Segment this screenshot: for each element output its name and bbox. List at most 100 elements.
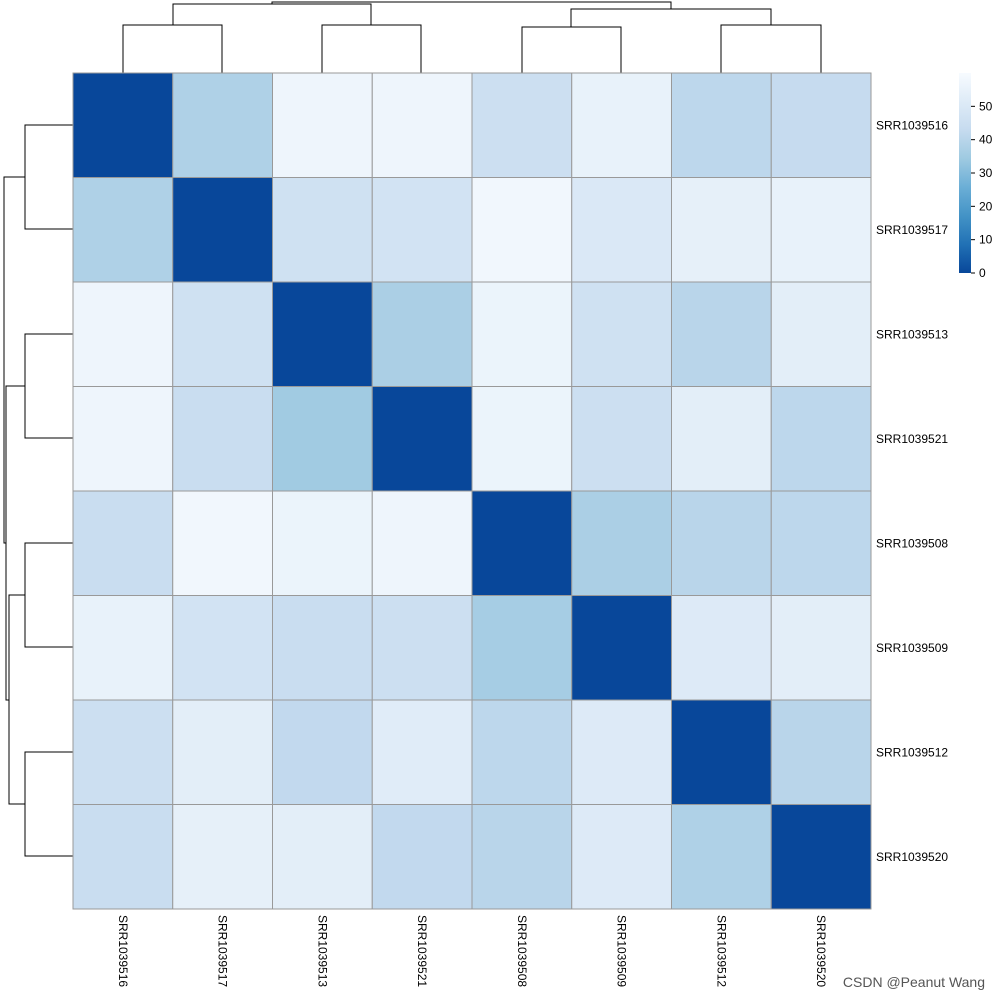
heatmap-cell: [671, 804, 772, 910]
heatmap-cell: [671, 386, 772, 492]
heatmap-cell: [371, 699, 473, 805]
heatmap-cell: [371, 490, 473, 596]
row-dendrogram: [3, 124, 73, 857]
heatmap-cell: [272, 595, 373, 701]
heatmap-cell: [172, 804, 273, 910]
heatmap-cells: [72, 72, 872, 910]
col-dendro-link: [172, 3, 372, 25]
row-label: SRR1039516: [876, 118, 948, 132]
heatmap-cell: [471, 386, 573, 492]
column-label: SRR1039513: [315, 915, 329, 987]
row-label: SRR1039517: [876, 223, 948, 237]
heatmap-cell: [770, 281, 872, 387]
heatmap-cell: [172, 281, 273, 387]
column-label: SRR1039520: [814, 915, 828, 987]
colorbar-tick-label: 40: [979, 133, 993, 147]
color-legend: 0 10 20 30 40 50: [959, 73, 993, 280]
heatmap-cell: [371, 595, 473, 701]
colorbar: [959, 73, 971, 273]
heatmap-cell: [571, 72, 672, 178]
heatmap-cell: [671, 281, 772, 387]
heatmap-cell: [272, 72, 373, 178]
col-dendro-link: [271, 1, 672, 9]
row-dendro-link: [24, 124, 73, 230]
heatmap-cell: [72, 490, 174, 596]
row-label: SRR1039520: [876, 850, 948, 864]
heatmap-cell: [371, 281, 473, 387]
heatmap-cell: [770, 177, 872, 283]
colorbar-tick-label: 20: [979, 199, 993, 213]
column-label: SRR1039512: [714, 915, 728, 987]
heatmap-cell: [770, 804, 872, 910]
heatmap-cell: [571, 804, 672, 910]
row-label: SRR1039512: [876, 745, 948, 759]
heatmap-cell: [671, 72, 772, 178]
heatmap-cell: [471, 177, 573, 283]
column-label: SRR1039517: [216, 915, 230, 987]
heatmap-cell: [671, 595, 772, 701]
heatmap-cell: [72, 386, 174, 492]
heatmap-cell: [172, 72, 273, 178]
heatmap-cell: [471, 281, 573, 387]
heatmap-cell: [172, 595, 273, 701]
heatmap-cell: [471, 72, 573, 178]
colorbar-tick-label: 50: [979, 99, 993, 113]
row-label: SRR1039513: [876, 327, 948, 341]
heatmap-cell: [671, 490, 772, 596]
heatmap-cell: [471, 595, 573, 701]
heatmap-cell: [72, 281, 174, 387]
heatmap-cell: [371, 177, 473, 283]
col-dendro-link: [321, 24, 422, 73]
heatmap-cell: [172, 177, 273, 283]
row-dendro-link: [24, 333, 73, 439]
heatmap-cell: [471, 804, 573, 910]
heatmap-cell: [172, 699, 273, 805]
heatmap-cell: [471, 699, 573, 805]
heatmap-cell: [172, 386, 273, 492]
heatmap-cell: [671, 177, 772, 283]
heatmap-cell: [571, 699, 672, 805]
heatmap-cell: [671, 699, 772, 805]
row-dendro-link: [24, 751, 73, 857]
col-dendro-link: [521, 26, 622, 73]
heatmap-cell: [571, 386, 672, 492]
column-label: SRR1039509: [615, 915, 629, 987]
heatmap-cell: [72, 177, 174, 283]
column-label: SRR1039516: [116, 915, 130, 987]
heatmap-cell: [272, 490, 373, 596]
heatmap-cell: [571, 595, 672, 701]
colorbar-tick-label: 0: [979, 266, 986, 280]
heatmap-cell: [571, 177, 672, 283]
row-dendro-link: [3, 176, 25, 544]
heatmap-cell: [72, 595, 174, 701]
heatmap-cell: [272, 177, 373, 283]
heatmap-cell: [371, 72, 473, 178]
heatmap-cell: [72, 699, 174, 805]
heatmap-cell: [371, 386, 473, 492]
column-labels: SRR1039516 SRR1039517 SRR1039513 SRR1039521…: [116, 915, 828, 987]
heatmap-cell: [770, 490, 872, 596]
heatmap-cell: [72, 804, 174, 910]
heatmap-cell: [471, 490, 573, 596]
row-labels: SRR1039516 SRR1039517 SRR1039513 SRR1039521…: [876, 118, 948, 864]
heatmap-cell: [770, 72, 872, 178]
column-label: SRR1039521: [415, 915, 429, 987]
col-dendro-link: [720, 24, 822, 73]
heatmap-cell: [571, 281, 672, 387]
col-dendro-link: [570, 8, 772, 27]
row-label: SRR1039509: [876, 641, 948, 655]
heatmap-cell: [272, 281, 373, 387]
row-label: SRR1039521: [876, 432, 948, 446]
watermark-text: CSDN @Peanut Wang: [843, 974, 985, 990]
heatmap-cell: [272, 804, 373, 910]
heatmap-cell: [770, 699, 872, 805]
heatmap-cell: [770, 386, 872, 492]
col-dendro-link: [122, 24, 223, 73]
colorbar-tick-label: 10: [979, 233, 993, 247]
heatmap-cell: [72, 72, 174, 178]
row-dendro-link: [24, 542, 73, 648]
heatmap-cell: [770, 595, 872, 701]
heatmap-cell: [571, 490, 672, 596]
heatmap-cell: [371, 804, 473, 910]
